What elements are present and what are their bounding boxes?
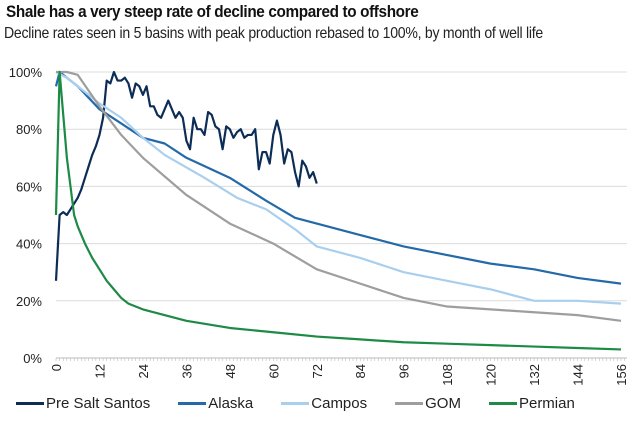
x-tick-label: 156 <box>614 364 629 386</box>
y-tick-label: 80% <box>16 122 42 137</box>
legend-item: Alaska <box>178 395 253 412</box>
x-tick-label: 96 <box>397 364 412 378</box>
x-tick-label: 72 <box>310 364 325 378</box>
legend-label: Pre Salt Santos <box>46 395 151 412</box>
y-tick-label: 20% <box>16 294 42 309</box>
y-tick-label: 0% <box>23 351 42 366</box>
y-tick-label: 60% <box>16 179 42 194</box>
legend-swatch <box>281 402 310 405</box>
x-tick-label: 0 <box>49 364 64 371</box>
x-tick-label: 24 <box>136 364 151 378</box>
x-tick-label: 48 <box>223 364 238 378</box>
legend-label: Permian <box>518 395 575 412</box>
x-tick-label: 12 <box>92 364 107 378</box>
legend-swatch <box>395 402 424 405</box>
legend-item: Campos <box>281 395 367 412</box>
series-line-gom <box>56 70 622 322</box>
legend-label: Campos <box>311 395 368 412</box>
y-tick-label: 40% <box>16 237 42 252</box>
legend-label: GOM <box>425 395 461 412</box>
x-tick-label: 60 <box>266 364 281 378</box>
series-line-pre-salt-santos <box>54 70 318 281</box>
x-tick-label: 132 <box>527 364 542 386</box>
chart-subtitle: Decline rates seen in 5 basins with peak… <box>4 25 543 42</box>
y-tick-label: 100% <box>9 65 43 80</box>
legend-label: Alaska <box>208 395 254 412</box>
chart-title: Shale has a very steep rate of decline c… <box>6 2 419 21</box>
x-tick-label: 84 <box>353 364 368 378</box>
x-tick-label: 36 <box>179 364 194 378</box>
legend-swatch <box>488 402 517 405</box>
legend: Pre Salt Santos Alaska Campos GOM Permian <box>16 395 603 412</box>
x-tick-label: 144 <box>571 364 586 386</box>
legend-swatch <box>178 402 207 405</box>
x-tick-label: 120 <box>484 364 499 386</box>
series-line-permian <box>54 70 622 351</box>
legend-item: Pre Salt Santos <box>16 395 150 412</box>
series-line-campos <box>55 71 622 305</box>
legend-swatch <box>16 402 44 405</box>
legend-item: GOM <box>395 395 461 412</box>
legend-item: Permian <box>488 395 575 412</box>
x-tick-label: 108 <box>440 364 455 386</box>
